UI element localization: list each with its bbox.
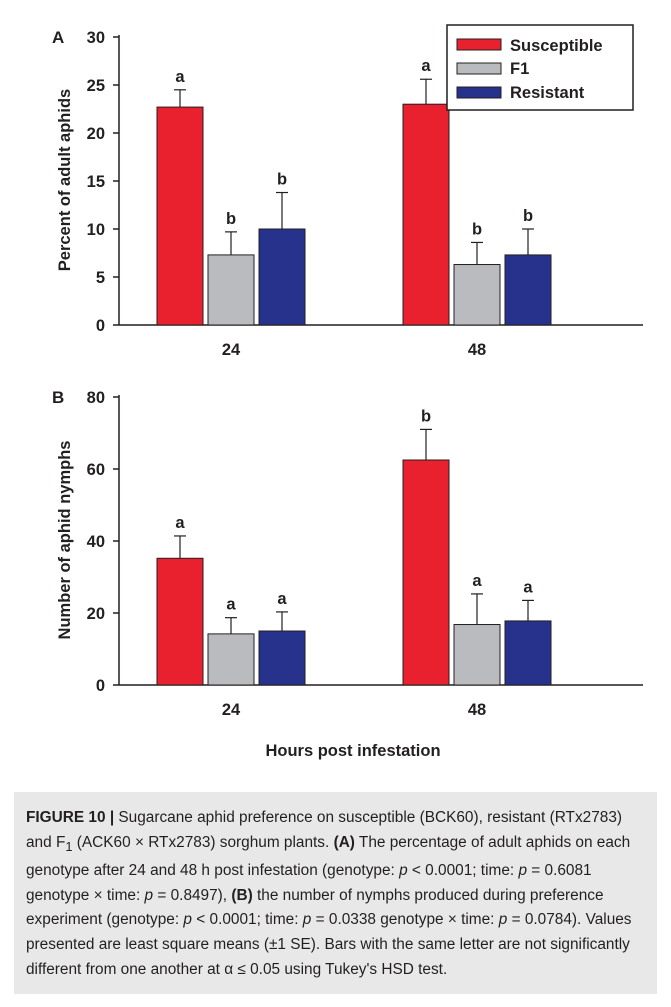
bar-resistant-24 (258, 630, 306, 686)
x-tick-label: 48 (468, 341, 486, 359)
significance-letter: b (421, 407, 431, 425)
caption-p-symbol: p (518, 862, 527, 880)
significance-letter: a (421, 57, 431, 75)
caption-part: = 0.0338 genotype × time: (311, 911, 499, 929)
panel-a-plot: 0 5 10 15 20 25 30 a b b 24 a b b 48 (87, 29, 643, 359)
caption-panel-b-ref: (B) (231, 886, 253, 904)
significance-letter: b (472, 220, 482, 238)
x-tick-label: 48 (468, 701, 486, 719)
y-tick-label: 10 (87, 221, 105, 239)
significance-letter: b (523, 207, 533, 225)
significance-letter: b (226, 210, 236, 228)
x-tick-label: 24 (222, 701, 241, 719)
bar-susceptible-48 (402, 459, 450, 686)
panel-b-label: B (52, 388, 64, 407)
y-tick-label: 0 (96, 317, 105, 335)
x-tick-label: 24 (222, 341, 241, 359)
caption-part: Sugarcane aphid preference on susceptibl… (26, 809, 623, 851)
bar-f1-48 (453, 264, 501, 326)
legend-swatch-resistant (456, 86, 502, 99)
bar-resistant-48 (504, 620, 552, 686)
significance-letter: b (277, 171, 287, 189)
caption-p-symbol: p (183, 911, 192, 929)
bar-susceptible-24 (156, 557, 204, 686)
bar-f1-48 (453, 624, 501, 686)
y-tick-label: 0 (96, 677, 105, 695)
panel-a: A Percent of adult aphids 0 5 10 15 20 25 30 a b… (52, 28, 643, 359)
y-tick-label: 20 (87, 605, 105, 623)
y-tick-label: 20 (87, 125, 105, 143)
legend: Susceptible F1 Resistant (446, 24, 634, 111)
panel-b: B Number of aphid nymphs 0 20 40 60 80 a a a 24 b… (52, 388, 643, 760)
y-tick-label: 30 (87, 29, 105, 47)
legend-label-f1: F1 (510, 60, 529, 78)
legend-label-resistant: Resistant (510, 84, 585, 102)
caption-p-symbol: p (498, 911, 508, 929)
panel-b-y-axis-label: Number of aphid nymphs (56, 441, 74, 640)
bar-susceptible-48 (402, 103, 450, 326)
y-tick-label: 25 (87, 77, 105, 95)
bar-resistant-24 (258, 228, 306, 326)
caption-part: = 0.0784). Values presented are least sq… (26, 911, 632, 978)
significance-letter: a (277, 590, 287, 608)
bar-resistant-48 (504, 254, 552, 326)
figure: A Percent of adult aphids 0 5 10 15 20 25 30 a b… (52, 24, 643, 760)
caption-part: the number of nymphs produced during pre… (26, 886, 604, 929)
caption-p-symbol: p (144, 886, 154, 904)
legend-label-susceptible: Susceptible (510, 37, 603, 55)
caption-subscript: 1 (65, 838, 73, 854)
figure-caption: FIGURE 10 | Sugarcane aphid preference o… (14, 792, 657, 994)
y-tick-label: 60 (87, 461, 105, 479)
y-tick-label: 40 (87, 533, 105, 551)
caption-part: < 0.0001; time: (191, 911, 303, 929)
bar-f1-24 (207, 633, 255, 686)
significance-letter: a (523, 578, 533, 596)
caption-part: (ACK60 × RTx2783) sorghum plants. (72, 833, 334, 851)
x-axis-label: Hours post infestation (265, 742, 440, 760)
bar-susceptible-24 (156, 106, 204, 326)
caption-panel-a-ref: (A) (333, 833, 355, 851)
caption-part: < 0.0001; time: (407, 862, 519, 880)
panel-a-y-axis-label: Percent of adult aphids (56, 89, 74, 271)
y-tick-label: 5 (96, 269, 105, 287)
caption-part: = 0.6081 genotype × time: (26, 862, 592, 904)
caption-text: FIGURE 10 | Sugarcane aphid preference o… (26, 806, 647, 982)
legend-swatch-susceptible (456, 38, 502, 51)
caption-part: The percentage of adult aphids on each g… (26, 833, 631, 880)
panel-b-plot: 0 20 40 60 80 a a a 24 b a a 48 (87, 389, 643, 719)
caption-figure-label: FIGURE 10 | (26, 809, 115, 826)
significance-letter: a (472, 572, 482, 590)
caption-p-symbol: p (399, 862, 408, 880)
significance-letter: a (226, 596, 236, 614)
y-tick-label: 15 (87, 173, 105, 191)
legend-swatch-f1 (456, 62, 502, 75)
significance-letter: a (175, 514, 185, 532)
bar-f1-24 (207, 254, 255, 326)
caption-p-symbol: p (302, 911, 312, 929)
y-tick-label: 80 (87, 389, 105, 407)
significance-letter: a (175, 68, 185, 86)
panel-a-label: A (52, 28, 64, 47)
caption-part: = 0.8497), (153, 886, 232, 904)
